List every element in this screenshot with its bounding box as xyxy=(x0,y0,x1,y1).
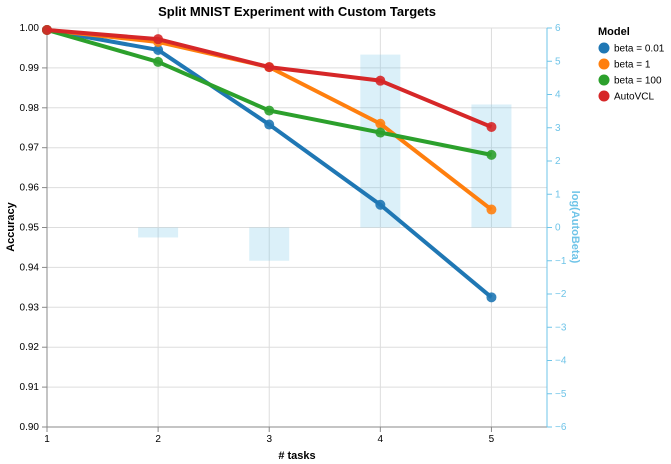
y-tick-label: 0.92 xyxy=(20,342,40,353)
legend-label: beta = 100 xyxy=(614,76,662,87)
autobeta-bar xyxy=(138,227,179,238)
data-point-beta-1 xyxy=(375,118,386,129)
y2-tick-label: −2 xyxy=(555,289,567,300)
y2-tick-label: −3 xyxy=(555,322,567,333)
data-point-autovcl xyxy=(264,62,275,73)
y-tick-label: 0.99 xyxy=(20,63,40,74)
data-point-beta-100 xyxy=(375,127,386,138)
x-tick-label: 5 xyxy=(489,434,495,445)
data-point-autovcl xyxy=(153,34,164,45)
y2-tick-label: 2 xyxy=(555,156,561,167)
y-axis-title: Accuracy xyxy=(5,201,17,251)
data-point-beta-100 xyxy=(264,105,275,116)
y2-tick-label: 5 xyxy=(555,56,561,67)
y2-tick-label: −1 xyxy=(555,256,567,267)
y2-tick-label: 6 xyxy=(555,23,561,34)
y-tick-label: 0.95 xyxy=(20,223,40,234)
legend-label: beta = 1 xyxy=(614,60,651,71)
legend-label: AutoVCL xyxy=(614,92,654,103)
y2-tick-label: −5 xyxy=(555,389,567,400)
x-tick-label: 4 xyxy=(378,434,384,445)
y-tick-label: 0.94 xyxy=(20,262,40,273)
data-point-autovcl xyxy=(42,24,52,35)
data-point-beta-100 xyxy=(486,149,497,160)
y-tick-label: 0.97 xyxy=(20,143,40,154)
data-point-beta-0-01 xyxy=(153,44,164,55)
legend-swatch xyxy=(598,58,610,70)
y2-tick-label: 4 xyxy=(555,90,561,101)
x-axis-title: # tasks xyxy=(278,450,315,462)
x-tick-label: 1 xyxy=(44,434,50,445)
y2-axis-title: log(AutoBeta) xyxy=(569,191,581,264)
legend-swatch xyxy=(598,90,610,102)
y-tick-label: 0.90 xyxy=(20,422,40,433)
legend-swatch xyxy=(598,42,610,54)
y2-tick-label: −6 xyxy=(555,422,567,433)
y-tick-label: 0.91 xyxy=(20,382,40,393)
y2-tick-label: 0 xyxy=(555,223,561,234)
y2-tick-label: −4 xyxy=(555,356,567,367)
chart-title: Split MNIST Experiment with Custom Targe… xyxy=(158,4,436,19)
legend-title: Model xyxy=(598,26,630,38)
data-point-beta-1 xyxy=(486,204,497,215)
y2-tick-label: 1 xyxy=(555,189,561,200)
y-tick-label: 0.96 xyxy=(20,183,40,194)
plot-area: 0.90 0.91 0.92 0.93 0.94 0.95 0.96 0.97 0.98 0.99… xyxy=(20,23,567,445)
data-point-beta-0-01 xyxy=(264,119,275,130)
autobeta-bar xyxy=(249,227,290,261)
legend-label: beta = 0.01 xyxy=(614,44,665,55)
y-tick-label: 1.00 xyxy=(20,23,40,34)
legend: Model beta = 0.01 beta = 1 beta = 100 AutoV… xyxy=(598,26,665,103)
data-point-autovcl xyxy=(486,121,497,132)
data-point-autovcl xyxy=(375,75,386,86)
y2-tick-label: 3 xyxy=(555,123,561,134)
data-point-beta-0-01 xyxy=(486,292,497,303)
data-point-beta-0-01 xyxy=(375,199,386,210)
legend-swatch xyxy=(598,74,610,86)
x-tick-label: 3 xyxy=(266,434,272,445)
y-tick-label: 0.93 xyxy=(20,302,40,313)
y-tick-label: 0.98 xyxy=(20,103,40,114)
x-tick-label: 2 xyxy=(155,434,161,445)
data-point-beta-100 xyxy=(153,56,164,67)
